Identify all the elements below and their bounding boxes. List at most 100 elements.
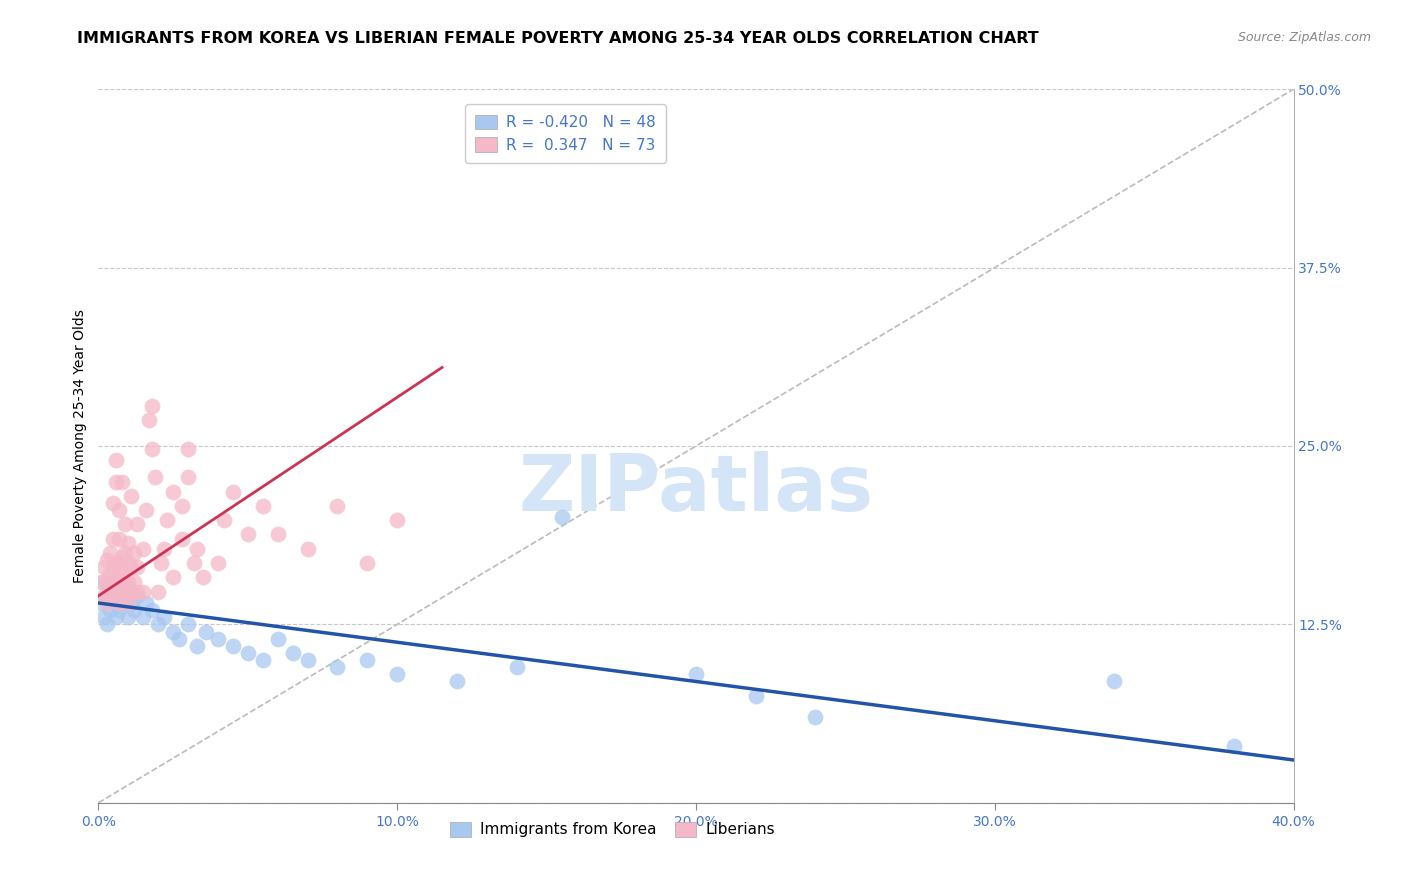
Point xyxy=(141,442,163,456)
Point xyxy=(108,574,131,589)
Point xyxy=(162,484,184,499)
Point xyxy=(195,624,218,639)
Point xyxy=(172,499,194,513)
Point xyxy=(124,546,146,560)
Point xyxy=(804,710,827,724)
Point xyxy=(108,582,131,596)
Point xyxy=(96,553,118,567)
Point xyxy=(162,624,184,639)
Point xyxy=(117,574,139,589)
Point xyxy=(93,574,115,589)
Point xyxy=(117,582,139,596)
Point xyxy=(111,596,134,610)
Point xyxy=(103,596,125,610)
Point xyxy=(108,556,131,570)
Point xyxy=(93,610,115,624)
Point xyxy=(105,584,128,599)
Point xyxy=(236,646,259,660)
Point xyxy=(132,541,155,556)
Point xyxy=(117,596,139,610)
Point xyxy=(685,667,707,681)
Point xyxy=(135,503,157,517)
Legend: Immigrants from Korea, Liberians: Immigrants from Korea, Liberians xyxy=(441,814,783,845)
Point xyxy=(177,442,200,456)
Point xyxy=(356,556,378,570)
Point xyxy=(167,632,190,646)
Point xyxy=(98,582,122,596)
Point xyxy=(186,541,208,556)
Point xyxy=(132,610,155,624)
Point xyxy=(96,596,118,610)
Point xyxy=(281,646,304,660)
Point xyxy=(96,617,118,632)
Point xyxy=(96,589,118,603)
Point xyxy=(98,589,122,603)
Point xyxy=(506,660,529,674)
Point xyxy=(191,570,214,584)
Point xyxy=(96,574,118,589)
Point xyxy=(111,550,134,565)
Point xyxy=(108,603,131,617)
Text: IMMIGRANTS FROM KOREA VS LIBERIAN FEMALE POVERTY AMONG 25-34 YEAR OLDS CORRELATI: IMMIGRANTS FROM KOREA VS LIBERIAN FEMALE… xyxy=(77,31,1039,46)
Point xyxy=(124,603,146,617)
Point xyxy=(103,496,125,510)
Point xyxy=(153,541,176,556)
Text: ZIPatlas: ZIPatlas xyxy=(519,450,873,527)
Point xyxy=(117,610,139,624)
Point xyxy=(267,632,290,646)
Point xyxy=(297,653,319,667)
Point xyxy=(252,499,274,513)
Point xyxy=(141,399,163,413)
Point xyxy=(1223,739,1246,753)
Point xyxy=(385,667,409,681)
Point xyxy=(105,453,128,467)
Point xyxy=(148,617,170,632)
Point xyxy=(172,532,194,546)
Point xyxy=(132,584,155,599)
Point xyxy=(177,470,200,484)
Point xyxy=(120,584,142,599)
Point xyxy=(143,470,166,484)
Point xyxy=(103,560,125,574)
Point xyxy=(114,570,136,584)
Point xyxy=(124,574,146,589)
Point xyxy=(114,589,136,603)
Point xyxy=(148,584,170,599)
Point xyxy=(105,556,128,570)
Point xyxy=(177,617,200,632)
Point xyxy=(162,570,184,584)
Point xyxy=(141,603,163,617)
Point xyxy=(105,570,128,584)
Point xyxy=(252,653,274,667)
Point xyxy=(103,574,125,589)
Point xyxy=(127,589,149,603)
Point xyxy=(385,513,409,527)
Point xyxy=(90,596,112,610)
Point xyxy=(93,560,115,574)
Point xyxy=(98,603,122,617)
Point xyxy=(207,632,229,646)
Point xyxy=(103,582,125,596)
Point xyxy=(114,517,136,532)
Point xyxy=(222,639,245,653)
Point xyxy=(103,532,125,546)
Point xyxy=(297,541,319,556)
Point xyxy=(236,527,259,541)
Point xyxy=(120,596,142,610)
Point xyxy=(127,584,149,599)
Point xyxy=(446,674,468,689)
Point xyxy=(745,689,768,703)
Point xyxy=(117,556,139,570)
Point xyxy=(105,610,128,624)
Point xyxy=(114,546,136,560)
Point xyxy=(111,475,134,489)
Point xyxy=(105,589,128,603)
Point xyxy=(267,527,290,541)
Point xyxy=(356,653,378,667)
Point xyxy=(183,556,205,570)
Point xyxy=(135,596,157,610)
Point xyxy=(207,556,229,570)
Point xyxy=(93,589,115,603)
Point xyxy=(117,536,139,550)
Point xyxy=(127,560,149,574)
